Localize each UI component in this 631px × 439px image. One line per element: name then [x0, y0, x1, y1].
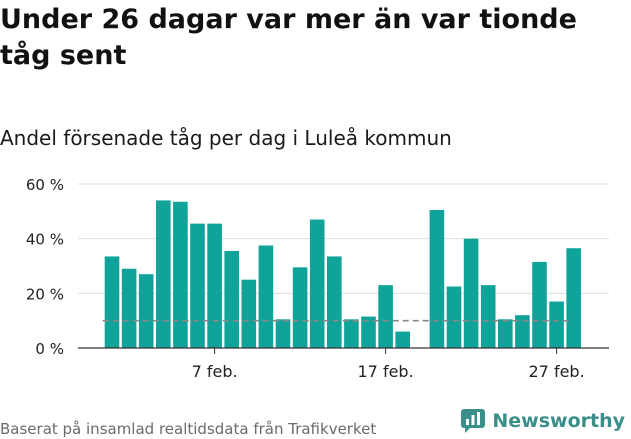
- y-axis-ticks: 0 % 20 % 40 % 60 %: [26, 176, 64, 358]
- bar: [241, 279, 257, 348]
- bars: [104, 200, 581, 348]
- bar: [173, 201, 188, 348]
- bar: [207, 223, 222, 348]
- bar: [309, 219, 325, 348]
- bar: [327, 256, 342, 348]
- bar: [361, 316, 376, 348]
- x-tick-label: 7 feb.: [192, 362, 238, 381]
- bar: [344, 319, 359, 348]
- bar: [378, 285, 393, 348]
- bar: [395, 331, 410, 348]
- source-note: Baserat på insamlad realtidsdata från Tr…: [0, 420, 377, 438]
- bar: [156, 200, 171, 348]
- bar: [429, 209, 445, 348]
- bar: [463, 238, 479, 348]
- newsworthy-logo-icon: [461, 409, 486, 433]
- bar: [566, 248, 581, 348]
- bar: [480, 285, 496, 348]
- y-tick-label: 40 %: [26, 231, 64, 249]
- bar: [138, 274, 154, 348]
- brand-logo: Newsworthy: [460, 408, 625, 434]
- y-tick-label: 0 %: [35, 340, 64, 358]
- x-axis: 7 feb. 17 feb. 27 feb.: [78, 347, 609, 381]
- bar: [275, 319, 291, 348]
- bar: [258, 245, 274, 348]
- bar: [446, 286, 462, 348]
- bar: [121, 268, 137, 348]
- bar: [549, 301, 564, 348]
- x-tick-label: 17 feb.: [358, 362, 414, 381]
- chart-subtitle: Andel försenade tåg per dag i Luleå komm…: [0, 126, 452, 150]
- bar: [532, 261, 547, 348]
- y-tick-label: 60 %: [26, 176, 64, 194]
- bar: [498, 319, 513, 348]
- chart-title: Under 26 dagar var mer än var tionde tåg…: [0, 4, 577, 71]
- brand-name: Newsworthy: [492, 410, 625, 432]
- bar: [224, 250, 239, 348]
- bar: [515, 315, 530, 348]
- bar: [104, 256, 120, 348]
- bar-chart: 0 % 20 % 40 % 60 % 7 feb. 17 feb. 27 feb.: [26, 176, 609, 381]
- y-tick-label: 20 %: [26, 285, 64, 303]
- bar: [190, 223, 205, 348]
- x-tick-label: 27 feb.: [529, 362, 585, 381]
- bar: [292, 267, 308, 348]
